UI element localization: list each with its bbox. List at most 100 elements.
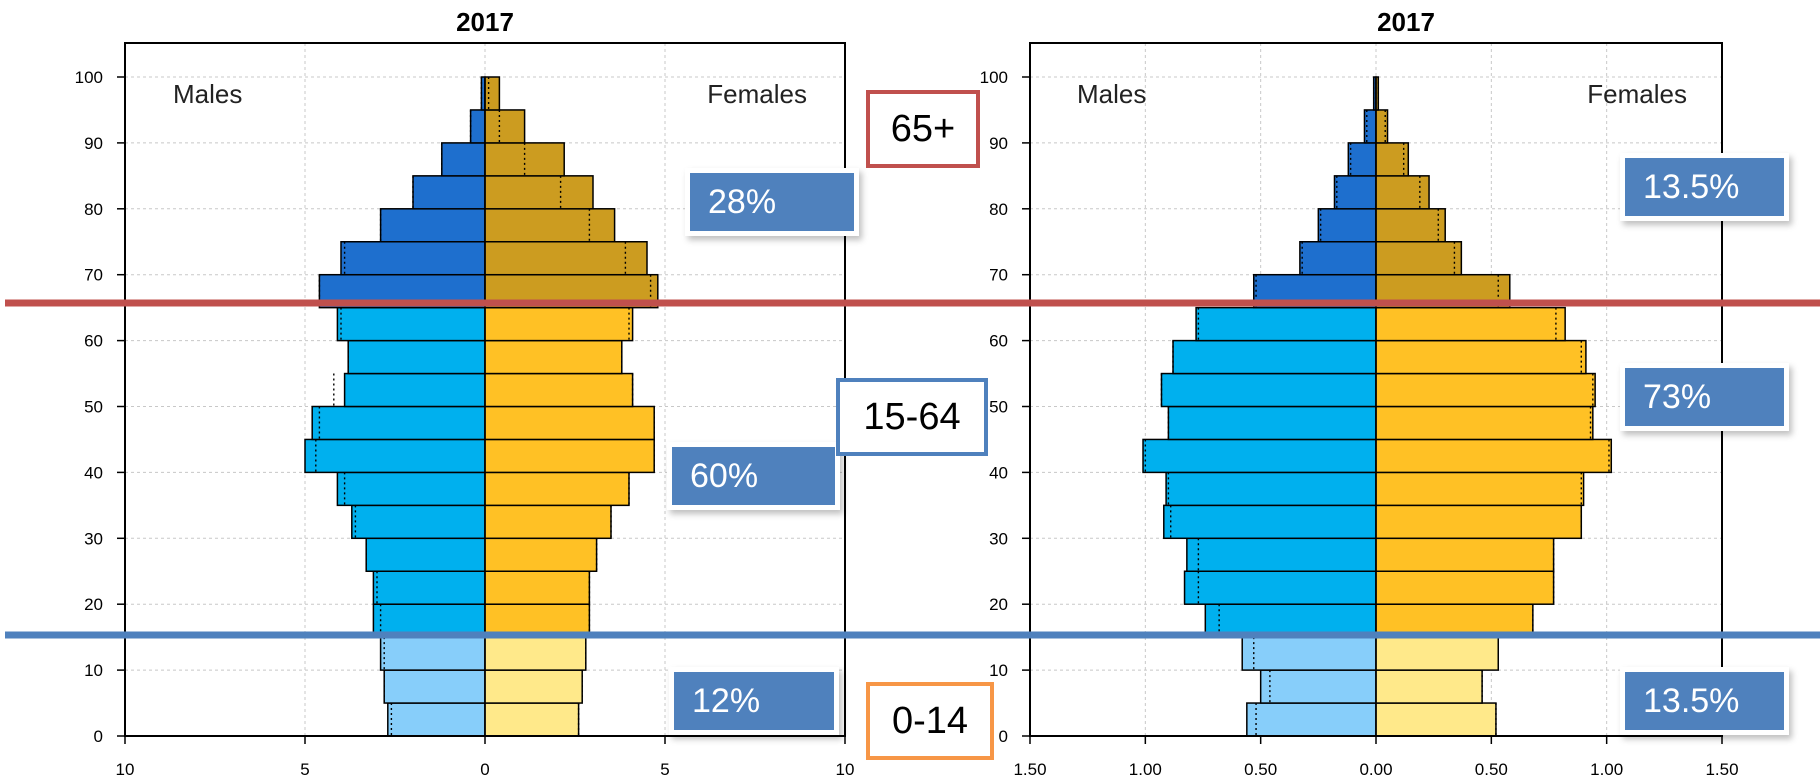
female-bar-age-40 [485, 439, 654, 472]
male-bar-age-55 [1173, 341, 1376, 374]
x-tick-label: 1.50 [1013, 760, 1046, 779]
male-bar-age-80 [413, 176, 485, 209]
male-bar-age-10 [381, 637, 485, 670]
chart-title: 2017 [456, 7, 514, 37]
y-tick-label: 60 [989, 332, 1008, 351]
y-tick-label: 70 [989, 266, 1008, 285]
y-tick-label: 100 [980, 68, 1008, 87]
x-tick-label: 10 [836, 760, 855, 779]
female-bar-age-20 [1376, 571, 1554, 604]
female-bar-age-45 [485, 407, 654, 440]
male-bar-age-90 [471, 110, 485, 143]
age-group-label-15-64-text: 15-64 [863, 396, 960, 439]
male-bar-age-25 [1187, 538, 1376, 571]
male-bar-age-80 [1334, 176, 1376, 209]
female-bar-age-50 [1376, 374, 1595, 407]
female-bar-age-35 [1376, 472, 1584, 505]
x-tick-label: 0.50 [1475, 760, 1508, 779]
male-bar-age-0 [388, 703, 485, 736]
female-bar-age-25 [1376, 538, 1554, 571]
share-65plus-left-text: 28% [708, 183, 776, 222]
y-tick-label: 50 [84, 398, 103, 417]
y-tick-label: 10 [989, 661, 1008, 680]
female-bar-age-55 [1376, 341, 1586, 374]
male-bar-age-60 [337, 308, 485, 341]
age-group-label-65plus: 65+ [866, 90, 980, 168]
female-bar-age-25 [485, 538, 597, 571]
females-label: Females [1587, 79, 1687, 109]
chart-title: 2017 [1377, 7, 1435, 37]
x-tick-label: 0.50 [1244, 760, 1277, 779]
female-bar-age-60 [485, 308, 633, 341]
male-bar-age-30 [352, 505, 485, 538]
female-bar-age-50 [485, 374, 633, 407]
female-bar-age-5 [1376, 670, 1482, 703]
male-bar-age-70 [1300, 242, 1376, 275]
female-bar-age-0 [1376, 703, 1496, 736]
x-tick-label: 5 [660, 760, 669, 779]
x-tick-label: 0.00 [1359, 760, 1392, 779]
y-tick-label: 0 [999, 727, 1008, 746]
male-bar-age-75 [381, 209, 485, 242]
male-bar-age-10 [1242, 637, 1376, 670]
y-tick-label: 40 [84, 463, 103, 482]
share-0-14-right: 13.5% [1625, 672, 1784, 730]
y-tick-label: 20 [989, 595, 1008, 614]
male-bar-age-25 [366, 538, 485, 571]
male-bar-age-50 [345, 374, 485, 407]
share-65plus-right: 13.5% [1625, 158, 1784, 216]
male-bar-age-5 [384, 670, 485, 703]
male-bar-age-75 [1318, 209, 1376, 242]
female-bar-age-45 [1376, 407, 1593, 440]
female-bar-age-5 [485, 670, 582, 703]
male-bar-age-20 [373, 571, 485, 604]
share-15-64-right: 73% [1625, 368, 1784, 426]
males-label: Males [173, 79, 242, 109]
x-tick-label: 1.50 [1705, 760, 1738, 779]
male-bar-age-35 [1166, 472, 1376, 505]
y-tick-label: 60 [84, 332, 103, 351]
male-bar-age-5 [1261, 670, 1376, 703]
y-tick-label: 30 [84, 529, 103, 548]
female-bar-age-40 [1376, 439, 1611, 472]
male-bar-age-85 [1348, 143, 1376, 176]
y-tick-label: 30 [989, 529, 1008, 548]
x-tick-label: 0 [480, 760, 489, 779]
females-label: Females [707, 79, 807, 109]
male-bar-age-40 [1143, 439, 1376, 472]
y-tick-label: 50 [989, 398, 1008, 417]
female-bar-age-10 [1376, 637, 1498, 670]
female-bar-age-0 [485, 703, 579, 736]
age-group-label-0-14-text: 0-14 [892, 700, 968, 743]
female-bar-age-80 [485, 176, 593, 209]
y-tick-label: 20 [84, 595, 103, 614]
males-label: Males [1077, 79, 1146, 109]
male-bar-age-35 [337, 472, 485, 505]
female-bar-age-20 [485, 571, 589, 604]
y-tick-label: 0 [94, 727, 103, 746]
male-bar-age-20 [1185, 571, 1376, 604]
share-65plus-right-text: 13.5% [1643, 168, 1739, 207]
male-bar-age-0 [1247, 703, 1376, 736]
male-bar-age-60 [1196, 308, 1376, 341]
share-15-64-right-text: 73% [1643, 378, 1711, 417]
female-bar-age-30 [1376, 505, 1581, 538]
share-0-14-left: 12% [674, 672, 834, 730]
female-bar-age-95 [485, 77, 499, 110]
male-bar-age-85 [442, 143, 485, 176]
male-bar-age-50 [1161, 374, 1376, 407]
female-bar-age-55 [485, 341, 622, 374]
female-bar-age-60 [1376, 308, 1565, 341]
y-tick-label: 80 [84, 200, 103, 219]
y-tick-label: 70 [84, 266, 103, 285]
y-tick-label: 90 [989, 134, 1008, 153]
share-15-64-left: 60% [672, 447, 835, 505]
y-tick-label: 10 [84, 661, 103, 680]
female-bar-age-35 [485, 472, 629, 505]
share-0-14-left-text: 12% [692, 682, 760, 721]
y-tick-label: 90 [84, 134, 103, 153]
x-tick-label: 10 [116, 760, 135, 779]
female-bar-age-75 [485, 209, 615, 242]
age-group-label-65plus-text: 65+ [891, 108, 955, 151]
